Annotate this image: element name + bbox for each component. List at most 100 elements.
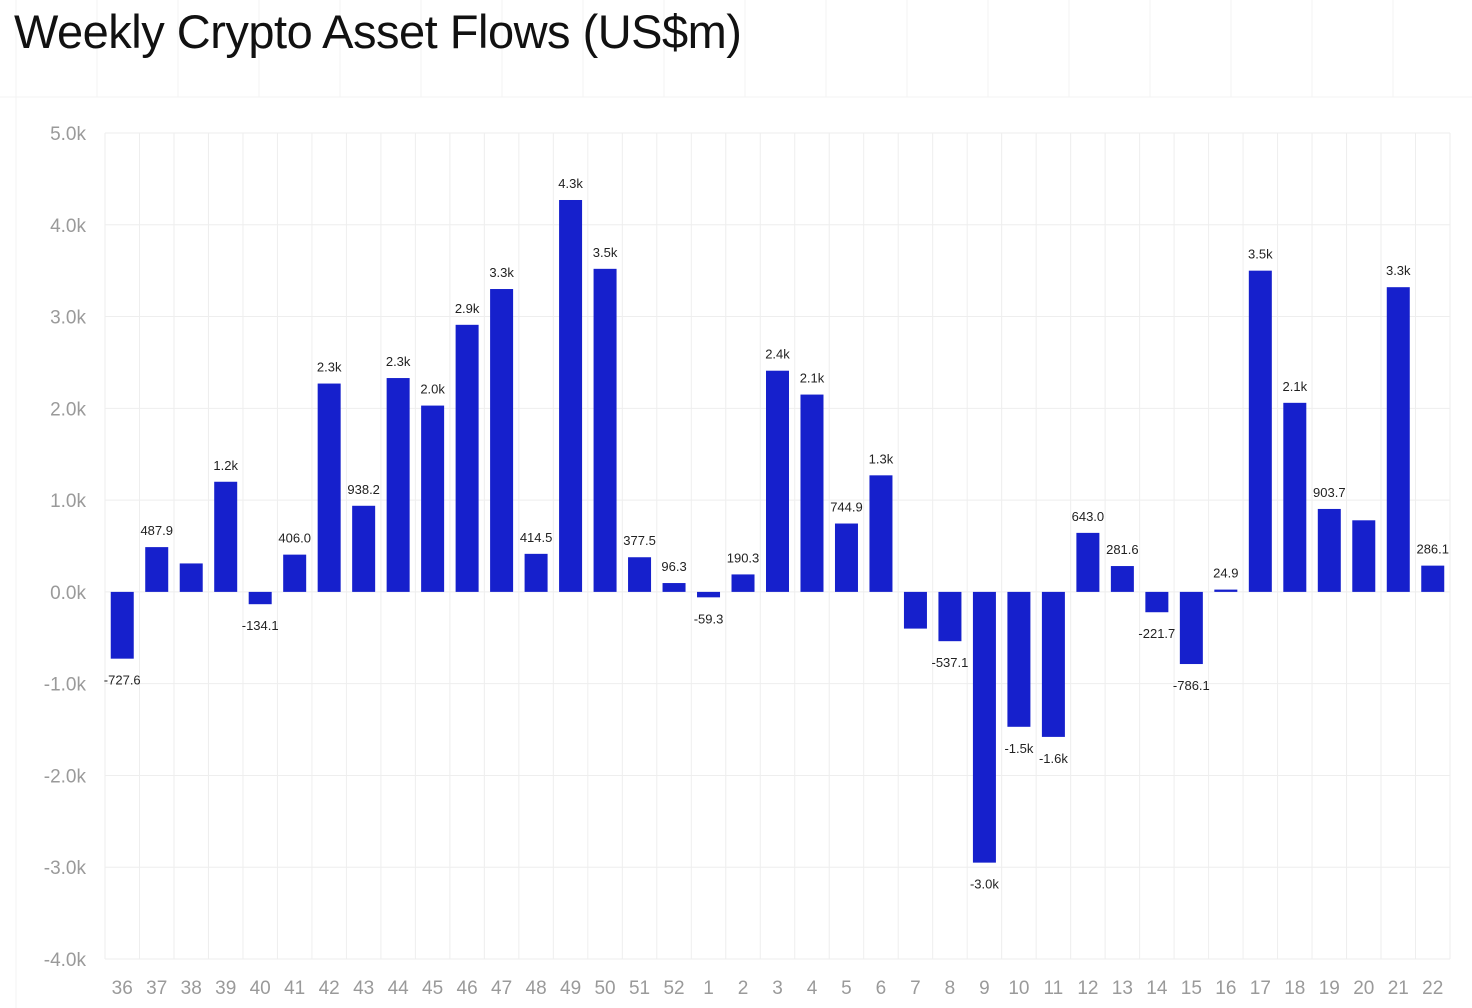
- y-tick-label: 2.0k: [50, 399, 86, 420]
- bar: [938, 591, 962, 642]
- x-tick-label: 4: [807, 978, 818, 999]
- x-axis: 36 37 38 39 40 41 42 43 44 45 46 47 48 49 50 51 52 1 2 3 4 5 6…: [112, 978, 1444, 999]
- bar: [697, 591, 721, 598]
- data-label: 96.3: [661, 559, 686, 574]
- bar: [145, 547, 169, 592]
- x-tick-label: 15: [1181, 978, 1202, 999]
- x-tick-label: 17: [1250, 978, 1271, 999]
- bar: [1421, 565, 1445, 592]
- bar: [1248, 270, 1272, 592]
- x-tick-label: 12: [1077, 978, 1098, 999]
- x-tick-label: 10: [1008, 978, 1029, 999]
- data-label: 406.0: [278, 531, 311, 546]
- data-label: 2.3k: [386, 354, 411, 369]
- x-tick-label: 40: [250, 978, 271, 999]
- y-tick-label: -4.0k: [44, 950, 87, 971]
- data-label: 24.9: [1213, 566, 1238, 581]
- x-tick-label: 50: [594, 978, 615, 999]
- x-tick-label: 22: [1422, 978, 1443, 999]
- data-label: 281.6: [1106, 542, 1139, 557]
- data-label: 744.9: [830, 500, 863, 515]
- bar: [1317, 508, 1341, 592]
- data-label: -786.1: [1173, 678, 1210, 693]
- data-label: 414.5: [520, 530, 553, 545]
- bar: [834, 523, 858, 592]
- x-tick-label: 8: [945, 978, 956, 999]
- x-tick-label: 44: [388, 978, 410, 999]
- y-tick-label: -3.0k: [44, 858, 87, 879]
- x-tick-label: 3: [772, 978, 783, 999]
- bar: [455, 324, 479, 592]
- data-label: 2.1k: [1283, 379, 1308, 394]
- x-tick-label: 2: [738, 978, 749, 999]
- x-tick-label: 16: [1215, 978, 1236, 999]
- x-tick-label: 41: [284, 978, 305, 999]
- bar: [421, 405, 445, 592]
- x-tick-label: 37: [146, 978, 167, 999]
- data-label: 377.5: [623, 533, 656, 548]
- bar: [972, 591, 996, 863]
- x-tick-label: 13: [1112, 978, 1133, 999]
- x-tick-label: 6: [876, 978, 887, 999]
- bar: [869, 475, 893, 592]
- data-label: -59.3: [694, 611, 724, 626]
- bar: [283, 554, 307, 592]
- x-tick-label: 9: [979, 978, 990, 999]
- x-tick-label: 5: [841, 978, 852, 999]
- data-label: 4.3k: [558, 176, 583, 191]
- x-tick-label: 52: [663, 978, 684, 999]
- x-tick-label: 38: [181, 978, 202, 999]
- bar: [248, 591, 272, 605]
- y-tick-label: 1.0k: [50, 491, 86, 512]
- bar: [903, 591, 927, 629]
- bar: [1041, 591, 1065, 737]
- bar: [1179, 591, 1203, 665]
- x-tick-label: 48: [526, 978, 547, 999]
- bar: [386, 378, 410, 592]
- data-label: 643.0: [1072, 509, 1105, 524]
- bar: [662, 583, 686, 592]
- x-tick-label: 19: [1319, 978, 1340, 999]
- bar: [800, 394, 824, 592]
- chart-gridlines: [104, 132, 1451, 960]
- data-label: 3.5k: [1248, 247, 1273, 262]
- data-label: -537.1: [931, 655, 968, 670]
- bar: [593, 268, 617, 592]
- y-tick-label: 4.0k: [50, 216, 86, 237]
- bar: [1352, 520, 1376, 592]
- x-tick-label: 1: [703, 978, 714, 999]
- y-axis: 5.0k 4.0k 3.0k 2.0k 1.0k 0.0k -1.0k -2.0k -3.0k -…: [44, 124, 87, 971]
- bar-series: [110, 199, 1445, 863]
- x-tick-label: 39: [215, 978, 236, 999]
- x-tick-label: 43: [353, 978, 374, 999]
- x-tick-label: 42: [319, 978, 340, 999]
- data-labels: -727.6 487.9 1.2k -134.1 406.0 2.3k 938.2 2.3k 2…: [104, 176, 1449, 892]
- bar: [628, 557, 652, 592]
- data-label: 2.0k: [420, 382, 445, 397]
- y-tick-label: 5.0k: [50, 124, 86, 145]
- x-tick-label: 49: [560, 978, 581, 999]
- y-tick-label: 3.0k: [50, 308, 86, 329]
- data-label: -1.6k: [1039, 751, 1068, 766]
- x-tick-label: 14: [1146, 978, 1168, 999]
- data-label: 903.7: [1313, 485, 1346, 500]
- x-tick-label: 18: [1284, 978, 1305, 999]
- data-label: 487.9: [140, 523, 173, 538]
- data-label: 938.2: [347, 482, 380, 497]
- data-label: 2.4k: [765, 347, 790, 362]
- y-tick-label: 0.0k: [50, 583, 86, 604]
- bar: [766, 370, 789, 592]
- data-label: 3.5k: [593, 245, 618, 260]
- data-label: 2.9k: [455, 301, 480, 316]
- bar: [1007, 591, 1031, 727]
- bar: [352, 505, 376, 592]
- bar: [559, 199, 583, 592]
- bar: [317, 383, 341, 592]
- bar: [1076, 532, 1100, 592]
- y-tick-label: -2.0k: [44, 766, 87, 787]
- data-label: -134.1: [242, 618, 279, 633]
- y-tick-label: -1.0k: [44, 675, 87, 696]
- bar: [731, 574, 755, 592]
